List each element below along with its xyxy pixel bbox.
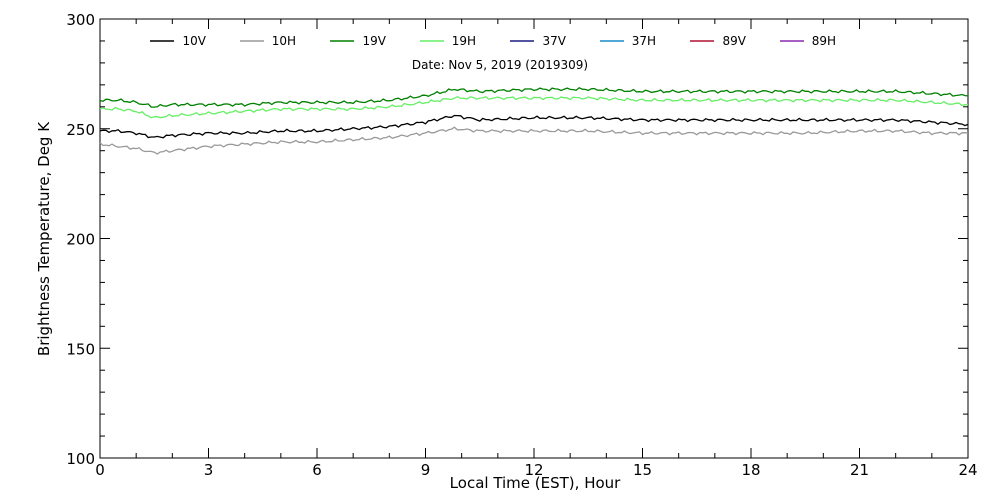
legend-label-10v: 10V: [183, 34, 207, 48]
plot-frame: [99, 18, 969, 459]
y-tick-label: 250: [66, 121, 95, 139]
legend-label-37h: 37H: [632, 34, 656, 48]
legend-label-89h: 89H: [812, 34, 836, 48]
legend-label-10h: 10H: [272, 34, 296, 48]
x-tick-label: 18: [741, 461, 760, 479]
x-tick-label: 0: [95, 461, 105, 479]
y-tick-label: 200: [66, 231, 95, 249]
legend-label-19v: 19V: [363, 34, 387, 48]
x-tick-label: 6: [312, 461, 322, 479]
legend-label-37v: 37V: [543, 34, 567, 48]
x-tick-label: 12: [524, 461, 543, 479]
x-axis-title: Local Time (EST), Hour: [450, 474, 621, 492]
series-line-10v: [99, 114, 969, 139]
series-line-19v: [99, 87, 969, 108]
date-annotation: Date: Nov 5, 2019 (2019309): [412, 58, 588, 72]
axis-ticks: 0 3 6 9 12 15 18 21 24 100 150 200 250 300: [66, 11, 977, 479]
series-lines: [99, 87, 969, 155]
y-tick-label: 150: [66, 340, 95, 358]
y-axis-title: Brightness Temperature, Deg K: [35, 121, 53, 356]
y-tick-label: 300: [66, 11, 95, 29]
x-tick-label: 24: [958, 461, 977, 479]
legend: 10V 10H 19V 19H 37V 37H 89V 89H: [150, 34, 836, 48]
x-tick-label: 3: [204, 461, 214, 479]
series-line-19h: [99, 95, 968, 119]
x-tick-label: 9: [421, 461, 431, 479]
x-tick-label: 15: [633, 461, 652, 479]
x-tick-label: 21: [850, 461, 869, 479]
series-line-10h: [99, 126, 969, 155]
legend-label-19h: 19H: [452, 34, 476, 48]
y-tick-label: 100: [66, 450, 95, 468]
legend-label-89v: 89V: [723, 34, 747, 48]
